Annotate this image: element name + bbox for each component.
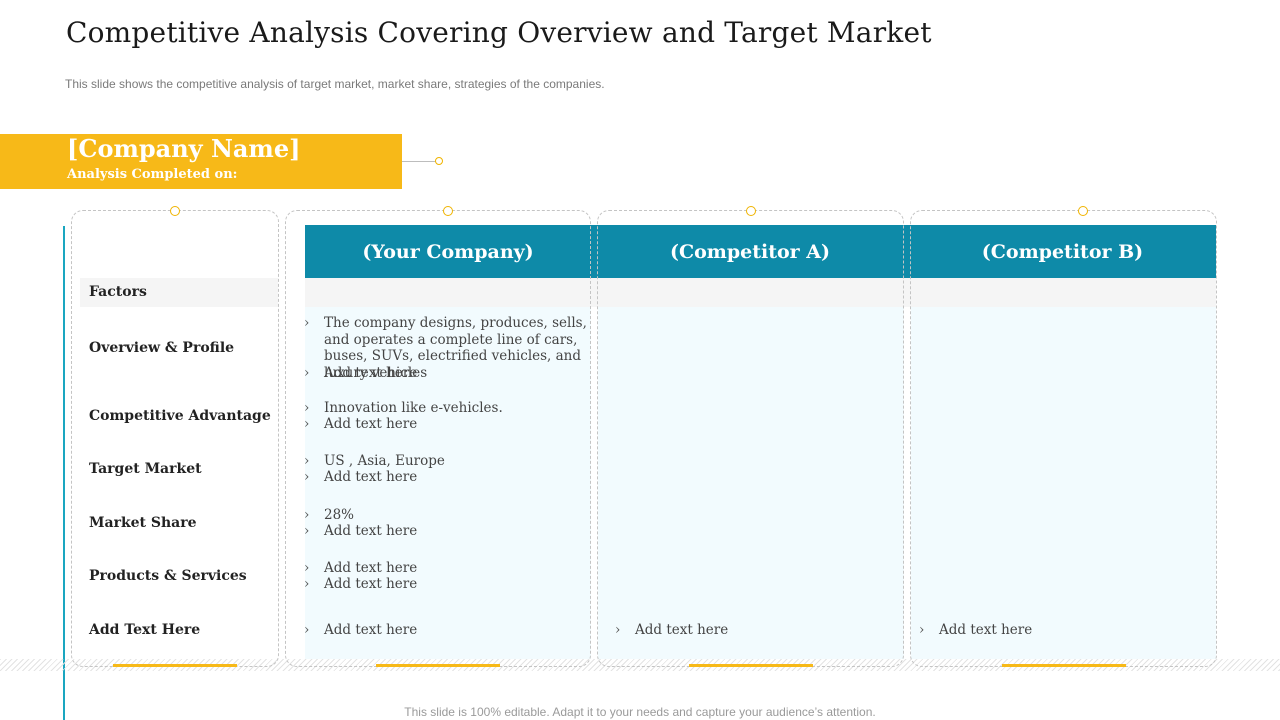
products-bullet: Add text here: [304, 560, 594, 577]
banner-connector-line: [402, 161, 438, 162]
competitor-b-column-bg: [911, 307, 1216, 659]
your-company-panel: [285, 210, 591, 667]
competitor-b-panel-accent: [1002, 664, 1126, 667]
hatched-band: [0, 659, 1280, 671]
competitor-a-panel: [597, 210, 904, 667]
factors-panel: [71, 210, 279, 667]
company-banner: [Company Name] Analysis Completed on:: [0, 134, 402, 189]
factor-market-share: Market Share: [89, 515, 197, 531]
overview-bullet: Add text here: [304, 365, 594, 382]
your-company-header: (Your Company): [305, 225, 591, 278]
competitor-b-addtext-bullet: Add text here: [919, 622, 1199, 639]
competitor-b-header: (Competitor B): [909, 225, 1216, 278]
factors-panel-dot: [170, 206, 180, 216]
advantage-bullet: Innovation like e-vehicles.: [304, 400, 594, 417]
products-bullet: Add text here: [304, 576, 594, 593]
factor-overview: Overview & Profile: [89, 340, 235, 356]
factor-competitive-advantage: Competitive Advantage: [89, 408, 271, 424]
competitor-a-column-bg: [598, 307, 904, 659]
factors-header-band: [80, 278, 278, 307]
share-bullet: Add text here: [304, 523, 594, 540]
competitor-a-addtext-bullet: Add text here: [615, 622, 895, 639]
left-accent-bar: [63, 226, 65, 720]
factors-panel-accent: [113, 664, 237, 667]
factor-products-services: Products & Services: [89, 568, 247, 584]
company-name: [Company Name]: [67, 134, 301, 163]
footer-note: This slide is 100% editable. Adapt it to…: [404, 705, 876, 719]
addtext-bullet: Add text here: [304, 622, 594, 639]
target-bullet: US , Asia, Europe: [304, 453, 594, 470]
factor-target-market: Target Market: [89, 461, 202, 477]
analysis-completed-label: Analysis Completed on:: [67, 167, 238, 182]
competitor-b-panel-dot: [1078, 206, 1088, 216]
factors-header-label: Factors: [89, 284, 147, 300]
target-bullet: Add text here: [304, 469, 594, 486]
factor-add-text: Add Text Here: [89, 622, 201, 638]
competitor-a-panel-accent: [689, 664, 813, 667]
columns-header-band: [305, 278, 1216, 307]
your-company-panel-accent: [376, 664, 500, 667]
competitor-a-panel-dot: [746, 206, 756, 216]
competitor-b-panel: [910, 210, 1217, 667]
your-company-panel-dot: [443, 206, 453, 216]
advantage-bullet: Add text here: [304, 416, 594, 433]
competitor-a-header: (Competitor A): [591, 225, 909, 278]
page-title: Competitive Analysis Covering Overview a…: [66, 16, 932, 49]
banner-connector-dot: [435, 157, 443, 165]
share-bullet: 28%: [304, 507, 594, 524]
page-subtitle: This slide shows the competitive analysi…: [65, 77, 605, 91]
